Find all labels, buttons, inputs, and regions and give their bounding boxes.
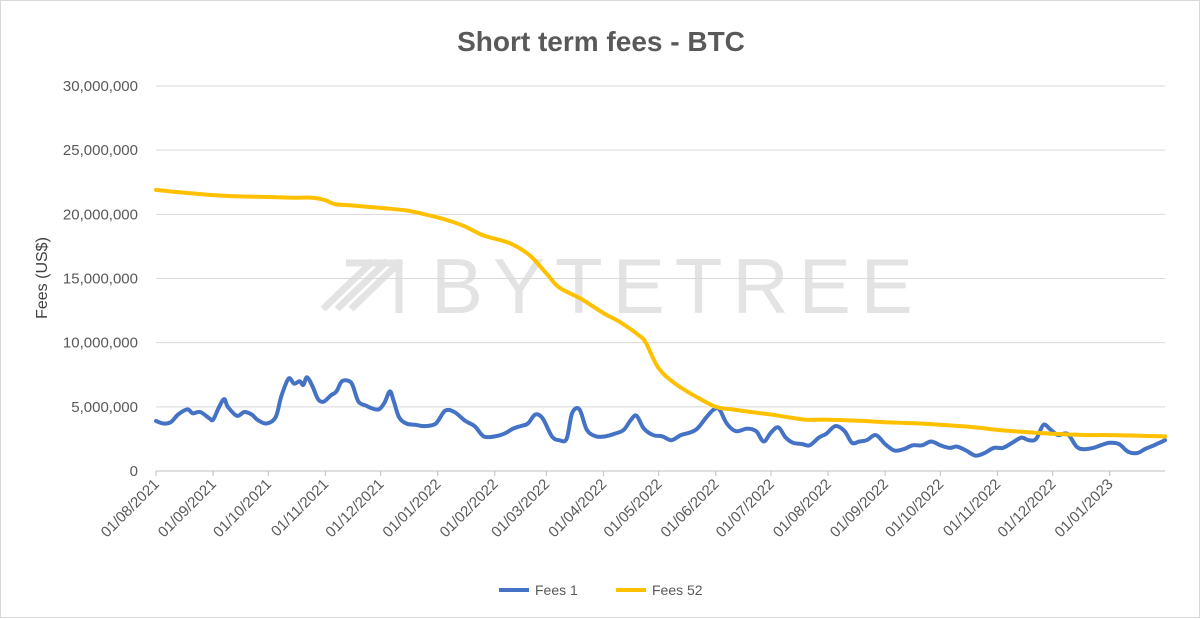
y-tick-label: 20,000,000 [63,206,138,223]
x-tick-label: 01/09/2022 [827,476,892,541]
x-tick-label: 01/08/2022 [770,476,835,541]
x-tick-label: 01/09/2021 [155,476,220,541]
series-line-fees-1 [154,375,1167,458]
y-tick-label: 5,000,000 [71,399,138,416]
y-axis-title: Fees (US$) [34,237,51,319]
watermark-arrow-stroke [334,258,390,312]
y-tick-label: 15,000,000 [63,271,138,288]
watermark-arrow-head [346,259,403,313]
x-axis-ticks: 01/08/202101/09/202101/10/202101/11/2021… [98,471,1117,541]
series-line-fees-52 [154,187,1167,439]
x-tick-label: 01/12/2022 [994,476,1059,541]
y-tick-label: 25,000,000 [63,142,138,159]
chart-title: Short term fees - BTC [457,26,745,57]
y-axis-ticks: 0 5,000,000 10,000,000 15,000,000 20,000,000… [63,78,138,480]
legend-fees-1-label: Fees 1 [535,582,578,598]
gridlines [156,85,1165,472]
x-tick-label: 01/10/2021 [210,476,275,541]
x-tick-label: 01/04/2022 [545,476,610,541]
x-tick-label: 01/10/2022 [882,476,947,541]
x-tick-label: 01/06/2022 [657,476,722,541]
watermark-text: BYTETREE [431,242,923,330]
watermark: BYTETREE [320,242,923,330]
watermark-arrow-stroke [320,258,376,312]
legend: Fees 1 Fees 52 [499,582,703,598]
x-tick-label: 01/12/2021 [322,476,387,541]
series-lines [154,187,1167,458]
x-tick-label: 01/07/2022 [713,476,778,541]
y-tick-label: 10,000,000 [63,335,138,352]
x-tick-label: 01/01/2023 [1051,476,1116,541]
y-tick-label: 30,000,000 [63,78,138,95]
x-tick-label: 01/01/2022 [379,476,444,541]
y-tick-label: 0 [130,463,138,480]
x-tick-label: 01/08/2021 [98,476,163,541]
watermark-arrow-stroke [348,258,404,312]
legend-fees-52-label: Fees 52 [652,582,703,598]
x-tick-label: 01/05/2022 [600,476,665,541]
